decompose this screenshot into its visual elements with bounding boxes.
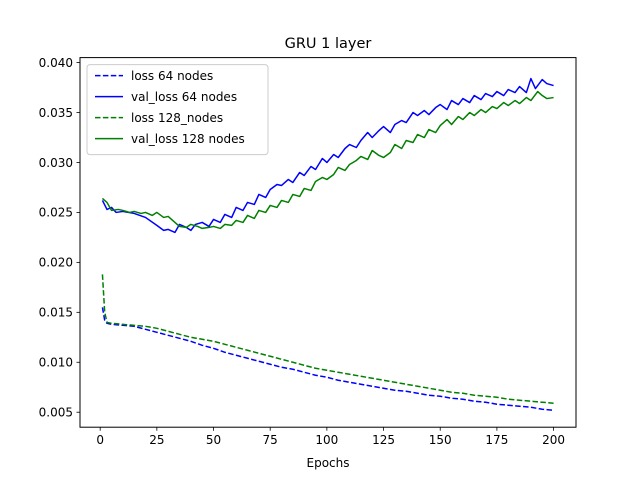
legend: loss 64 nodes val_loss 64 nodes loss 128_n… — [86, 64, 269, 156]
y-tick-label: 0.015 — [39, 306, 73, 320]
y-tick-label: 0.025 — [39, 206, 73, 220]
x-tick-label: 200 — [542, 433, 565, 447]
legend-label-loss-64-nodes: loss 64 nodes — [131, 69, 213, 83]
y-tick-label: 0.030 — [39, 156, 73, 170]
x-axis-title: Epochs — [307, 456, 350, 470]
x-tick-label: 50 — [206, 433, 221, 447]
y-tick-label: 0.035 — [39, 106, 73, 120]
y-tick-label: 0.020 — [39, 256, 73, 270]
legend-box — [86, 64, 269, 156]
x-tick-label: 125 — [372, 433, 395, 447]
legend-label-val-loss-128-nodes: val_loss 128 nodes — [131, 132, 245, 146]
x-tick-label: 25 — [149, 433, 164, 447]
x-tick-label: 150 — [429, 433, 452, 447]
y-tick-label: 0.005 — [39, 406, 73, 420]
plot-frame — [79, 57, 577, 428]
y-axis: 0.005 0.010 0.015 0.020 0.025 0.030 0.035 0.040 — [39, 56, 80, 420]
series-line-val-loss-128-nodes — [101, 90, 554, 230]
series-line-val-loss-64-nodes — [101, 77, 554, 234]
x-tick-label: 100 — [315, 433, 338, 447]
y-tick-label: 0.040 — [39, 56, 73, 70]
legend-label-loss-128-nodes: loss 128_nodes — [131, 111, 223, 125]
chart-title: GRU 1 layer — [285, 36, 372, 52]
y-tick-label: 0.010 — [39, 356, 73, 370]
x-tick-label: 75 — [263, 433, 278, 447]
x-axis: 0 25 50 75 100 125 150 175 200 — [96, 427, 565, 447]
series-layer — [101, 77, 554, 411]
legend-label-val-loss-64-nodes: val_loss 64 nodes — [131, 90, 237, 104]
series-line-loss-128-nodes — [101, 274, 554, 404]
x-tick-label: 0 — [96, 433, 104, 447]
series-line-loss-64-nodes — [101, 307, 554, 411]
x-tick-label: 175 — [485, 433, 508, 447]
